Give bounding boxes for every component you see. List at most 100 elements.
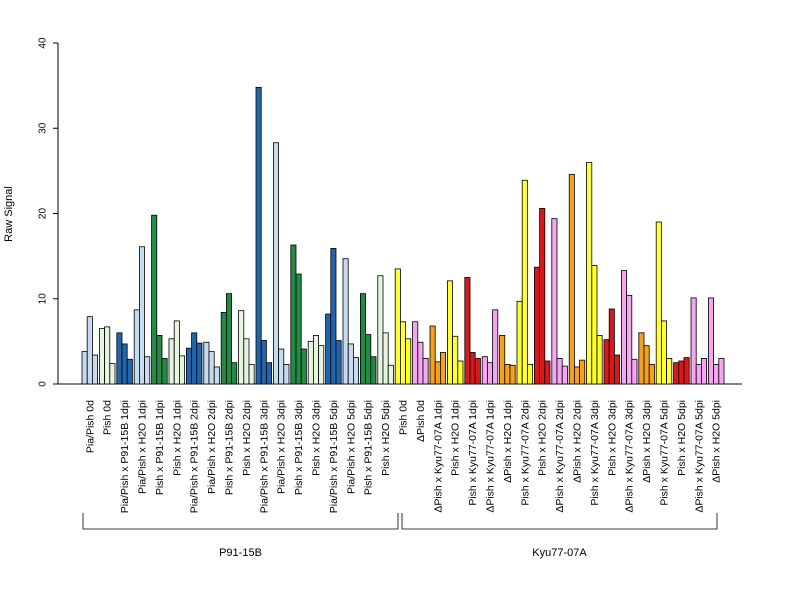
bar [655, 221, 662, 385]
x-tick-label: Pia/Pish 0d [84, 400, 96, 453]
bar [561, 365, 568, 385]
bar [104, 326, 111, 385]
bar [469, 352, 476, 385]
bar [283, 363, 290, 385]
x-tick-label: ΔPish x H2O 3dpi [641, 400, 653, 483]
bar [109, 363, 116, 385]
bar [243, 338, 250, 385]
bar [278, 348, 285, 385]
x-tick-label: Pia/Pish x P91-15B 1dpi [119, 400, 131, 513]
x-tick-label: Pish x P91-15B 2dpi [224, 400, 236, 495]
bar [359, 293, 366, 385]
y-axis-title: Raw Signal [3, 186, 15, 242]
x-tick-label: Pish x Kyu77-07A 3dpi [589, 400, 601, 506]
bar [248, 363, 255, 385]
bar [504, 363, 511, 385]
x-tick-label: Pia/Pish x H2O 1dpi [137, 400, 149, 494]
x-tick-label: Pish x H2O 2dpi [241, 400, 253, 476]
group-bracket [401, 513, 718, 530]
x-tick-label: Pish x P91-15B 5dpi [363, 400, 375, 495]
x-tick-label: ΔPish x Kyu77-07A 5dpi [693, 400, 705, 513]
bar [695, 363, 702, 385]
x-tick-label: Pia/Pish x H2O 2dpi [206, 400, 218, 494]
bar [121, 343, 128, 385]
bar [377, 275, 384, 385]
bar [144, 356, 151, 385]
bar [272, 142, 279, 385]
bar [474, 358, 481, 385]
x-tick-label: Pia/Pish x P91-15B 3dpi [258, 400, 270, 513]
x-tick-label: Pia/Pish x H2O 5dpi [345, 400, 357, 494]
x-tick-label: ΔPish x Kyu77-07A 1dpi [432, 400, 444, 513]
x-tick-label: ΔPish x H2O 5dpi [711, 400, 723, 483]
bar [260, 340, 267, 385]
bar [457, 360, 464, 385]
bar [203, 341, 210, 385]
x-tick-label: Pish x H2O 3dpi [606, 400, 618, 476]
bar [255, 86, 262, 385]
bar [191, 332, 198, 385]
x-tick-label: Pish 0d [102, 400, 114, 435]
bar [434, 361, 441, 385]
bar [399, 321, 406, 385]
bar [591, 265, 598, 385]
bar [492, 309, 499, 385]
bar [539, 207, 546, 385]
bar [579, 359, 586, 385]
bar [330, 248, 337, 385]
bar [161, 358, 168, 385]
bar [81, 351, 88, 385]
x-tick-label: Pish x Kyu77-07A 1dpi [467, 400, 479, 506]
bar [643, 345, 650, 385]
bar [173, 320, 180, 385]
x-tick-label: Pish x H2O 3dpi [311, 400, 323, 476]
y-tick-label: 0 [38, 381, 49, 387]
bar [551, 218, 558, 385]
bar [481, 356, 488, 385]
x-tick-label: Pish x H2O 1dpi [450, 400, 462, 476]
bar [648, 363, 655, 385]
x-tick-label: Pish x H2O 2dpi [537, 400, 549, 476]
bar [168, 338, 175, 385]
bar [683, 357, 690, 385]
bar [439, 352, 446, 385]
bar [387, 364, 394, 385]
bar [690, 297, 697, 385]
bar [412, 321, 419, 385]
bar [307, 340, 314, 385]
bars-layer [81, 86, 725, 385]
bar [185, 347, 192, 385]
bar [213, 366, 220, 385]
bar [238, 310, 245, 385]
bar [347, 343, 354, 385]
category-labels: Pia/Pish 0d Pish 0d Pia/Pish x P91-15B 1dp… [84, 400, 722, 513]
bar [621, 270, 628, 385]
bar [673, 362, 680, 385]
x-tick-label: Pish x P91-15B 1dpi [154, 400, 166, 495]
bar [352, 357, 359, 385]
bar [666, 358, 673, 385]
bar [446, 280, 453, 385]
bar [196, 342, 203, 385]
bar [126, 358, 133, 385]
bar [678, 360, 685, 385]
bar [464, 277, 471, 385]
bar [521, 179, 528, 385]
y-tick-label: 20 [38, 208, 49, 220]
group-bracket [82, 513, 399, 530]
x-tick-label: Pish x H2O 5dpi [380, 400, 392, 476]
group-label: P91-15B [219, 547, 262, 559]
x-tick-label: Pish x P91-15B 3dpi [293, 400, 305, 495]
bar [422, 358, 429, 385]
bar [708, 297, 715, 385]
bar [290, 244, 297, 385]
bar [527, 363, 534, 385]
bar [365, 334, 372, 385]
bar [429, 325, 436, 385]
bar [608, 308, 615, 385]
x-tick-label: Pish x Kyu77-07A 5dpi [659, 400, 671, 506]
y-tick-label: 10 [38, 293, 49, 305]
bar [335, 340, 342, 385]
bar [342, 258, 349, 385]
